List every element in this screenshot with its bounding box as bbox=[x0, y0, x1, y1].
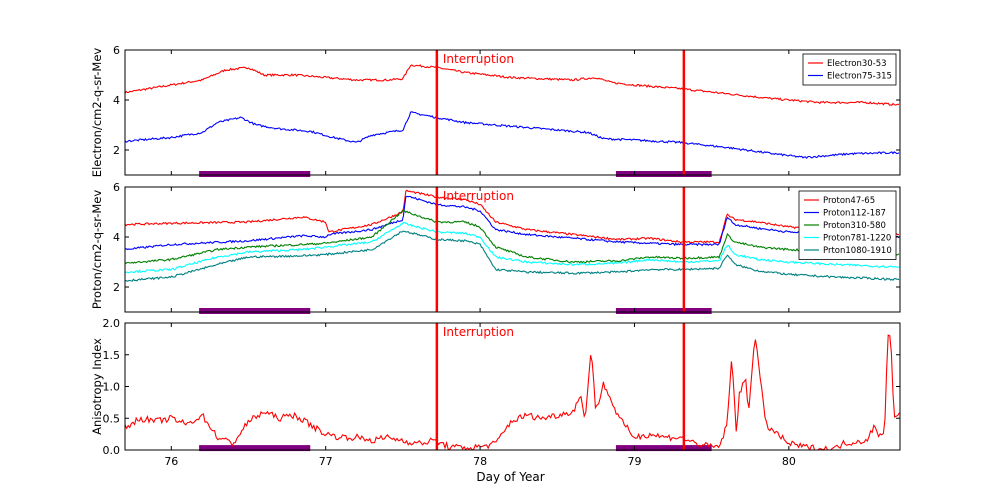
y-axis-label: Proton/cm2-q-sr-Mev bbox=[90, 190, 104, 310]
y-tick-label: 0.0 bbox=[103, 444, 121, 457]
y-axis-label: Electron/cm2-q-sr-Mev bbox=[90, 48, 104, 178]
legend-proton: Proton47-65 Proton112-187 Proton310-580 Pro… bbox=[798, 190, 897, 260]
y-tick-label: 0.5 bbox=[103, 412, 121, 425]
series-line bbox=[125, 210, 900, 264]
legend-entry: Proton310-580 bbox=[823, 221, 886, 231]
legend-electron: Electron30-53 Electron75-315 bbox=[802, 53, 897, 86]
series-group bbox=[125, 189, 900, 282]
shaded-interval-bar bbox=[615, 171, 712, 177]
x-tick-label: 78 bbox=[473, 455, 487, 468]
shaded-interval-bar bbox=[199, 171, 311, 177]
shaded-interval-bar bbox=[199, 445, 311, 452]
series-group bbox=[125, 64, 900, 160]
y-tick-label: 6 bbox=[113, 44, 120, 57]
panel-frame bbox=[124, 49, 901, 176]
y-tick-label: 4 bbox=[113, 231, 120, 244]
interruption-label: Interruption bbox=[443, 325, 514, 339]
series-line bbox=[125, 222, 900, 274]
y-tick-label: 1.0 bbox=[103, 381, 121, 394]
x-tick-label: 76 bbox=[164, 455, 178, 468]
x-tick-label: 77 bbox=[319, 455, 333, 468]
series-line bbox=[125, 64, 900, 106]
y-axis-label: Anisotropy Index bbox=[90, 338, 104, 435]
shaded-interval-bar bbox=[199, 308, 311, 314]
legend-entry: Proton112-187 bbox=[823, 209, 886, 219]
series-group bbox=[125, 334, 900, 450]
shaded-interval-bar bbox=[615, 445, 712, 452]
series-line bbox=[125, 111, 900, 160]
legend-entry: Prton1080-1910 bbox=[823, 246, 892, 256]
series-line bbox=[125, 195, 900, 251]
panel-electron bbox=[124, 49, 901, 177]
series-line bbox=[125, 189, 900, 244]
panel-frame bbox=[124, 186, 901, 313]
legend-entry: Proton47-65 bbox=[823, 196, 875, 206]
y-tick-label: 4 bbox=[113, 94, 120, 107]
y-tick-label: 2 bbox=[113, 144, 120, 157]
y-tick-label: 2 bbox=[113, 281, 120, 294]
y-tick-label: 2.0 bbox=[103, 317, 121, 330]
y-tick-label: 6 bbox=[113, 181, 120, 194]
interruption-label: Interruption bbox=[443, 52, 514, 66]
legend-entry: Electron75-315 bbox=[827, 72, 892, 82]
x-axis-label: Day of Year bbox=[476, 470, 544, 484]
shaded-interval-bar bbox=[615, 308, 712, 314]
panel-proton bbox=[124, 186, 901, 314]
x-tick-label: 79 bbox=[627, 455, 641, 468]
series-line bbox=[125, 230, 900, 282]
legend-box bbox=[802, 53, 897, 86]
x-tick-label: 80 bbox=[782, 455, 796, 468]
y-tick-label: 1.5 bbox=[103, 349, 121, 362]
legend-entry: Proton781-1220 bbox=[823, 234, 891, 244]
interruption-label: Interruption bbox=[443, 189, 514, 203]
panel-anisotropy bbox=[124, 322, 901, 452]
legend-entry: Electron30-53 bbox=[827, 59, 887, 69]
series-line bbox=[125, 334, 900, 450]
